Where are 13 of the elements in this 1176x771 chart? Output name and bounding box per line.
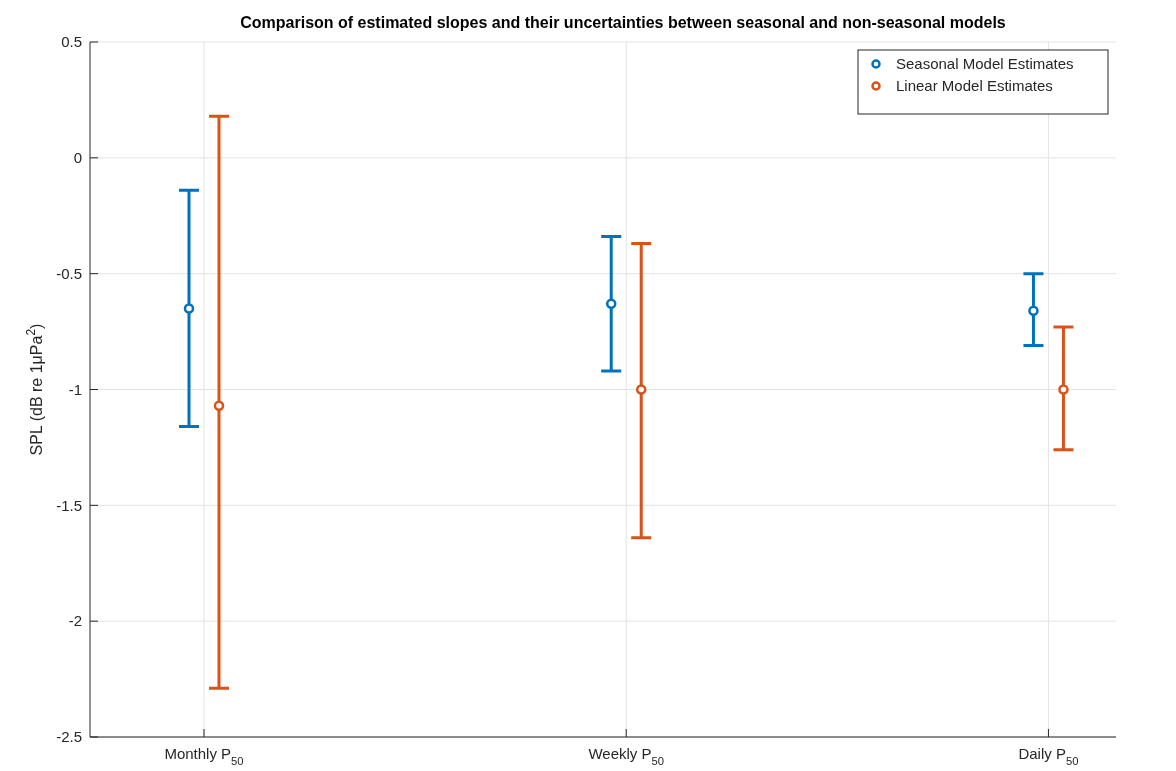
chart-title: Comparison of estimated slopes and their uncertainties between seasonal and non-seasonal models [240,14,1006,31]
y-tick-label: -1.5 [56,496,82,514]
legend-label: Linear Model Estimates [896,77,1053,95]
y-tick-label: 0 [73,149,82,167]
y-tick-label: -2.5 [56,728,82,746]
x-tick-label: Monthly P$_{50}$ [164,745,244,767]
y-tick-label: -1 [68,380,82,398]
y-tick-label: 0.5 [61,33,82,51]
x-tick-label: Weekly P$_{50}$ [588,745,665,767]
legend-label: Seasonal Model Estimates [896,55,1074,73]
y-tick-label: -2 [68,612,82,630]
y-tick-label: -0.5 [56,264,82,282]
x-tick-label: Daily P$_{50}$ [1018,745,1079,767]
